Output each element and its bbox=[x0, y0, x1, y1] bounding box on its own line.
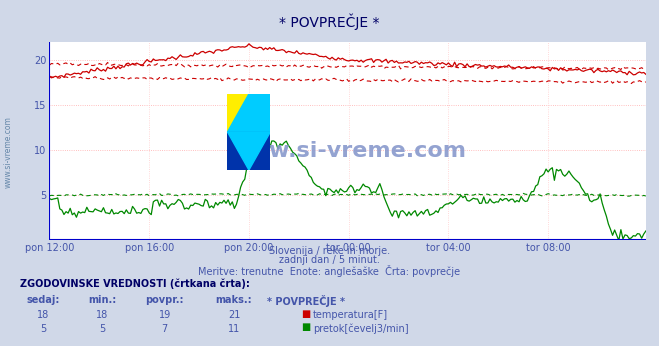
Text: 11: 11 bbox=[228, 324, 240, 334]
Text: Meritve: trenutne  Enote: anglešaške  Črta: povprečje: Meritve: trenutne Enote: anglešaške Črta… bbox=[198, 265, 461, 277]
Text: povpr.:: povpr.: bbox=[146, 295, 184, 305]
Text: 21: 21 bbox=[228, 310, 240, 320]
Text: min.:: min.: bbox=[88, 295, 116, 305]
Text: 19: 19 bbox=[159, 310, 171, 320]
Text: temperatura[F]: temperatura[F] bbox=[313, 310, 388, 320]
Text: 18: 18 bbox=[96, 310, 108, 320]
Text: 18: 18 bbox=[37, 310, 49, 320]
Text: * POVPREČJE *: * POVPREČJE * bbox=[268, 295, 345, 307]
Text: ZGODOVINSKE VREDNOSTI (črtkana črta):: ZGODOVINSKE VREDNOSTI (črtkana črta): bbox=[20, 279, 250, 289]
Text: ■: ■ bbox=[301, 322, 310, 333]
Text: Slovenija / reke in morje.: Slovenija / reke in morje. bbox=[269, 246, 390, 256]
Text: 7: 7 bbox=[161, 324, 168, 334]
Text: www.si-vreme.com: www.si-vreme.com bbox=[229, 141, 467, 161]
Bar bbox=[227, 132, 270, 170]
Text: 5: 5 bbox=[40, 324, 46, 334]
Text: pretok[čevelj3/min]: pretok[čevelj3/min] bbox=[313, 324, 409, 334]
Text: * POVPREČJE *: * POVPREČJE * bbox=[279, 14, 380, 30]
Text: www.si-vreme.com: www.si-vreme.com bbox=[3, 116, 13, 188]
Text: 5: 5 bbox=[99, 324, 105, 334]
Text: maks.:: maks.: bbox=[215, 295, 252, 305]
Polygon shape bbox=[227, 94, 270, 132]
Polygon shape bbox=[227, 94, 249, 132]
Polygon shape bbox=[227, 132, 270, 170]
Text: zadnji dan / 5 minut.: zadnji dan / 5 minut. bbox=[279, 255, 380, 265]
Text: ■: ■ bbox=[301, 309, 310, 319]
Text: sedaj:: sedaj: bbox=[26, 295, 59, 305]
